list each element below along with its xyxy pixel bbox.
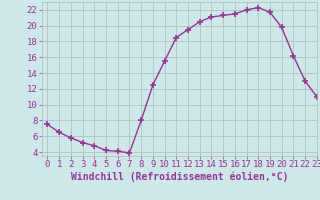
X-axis label: Windchill (Refroidissement éolien,°C): Windchill (Refroidissement éolien,°C): [70, 172, 288, 182]
